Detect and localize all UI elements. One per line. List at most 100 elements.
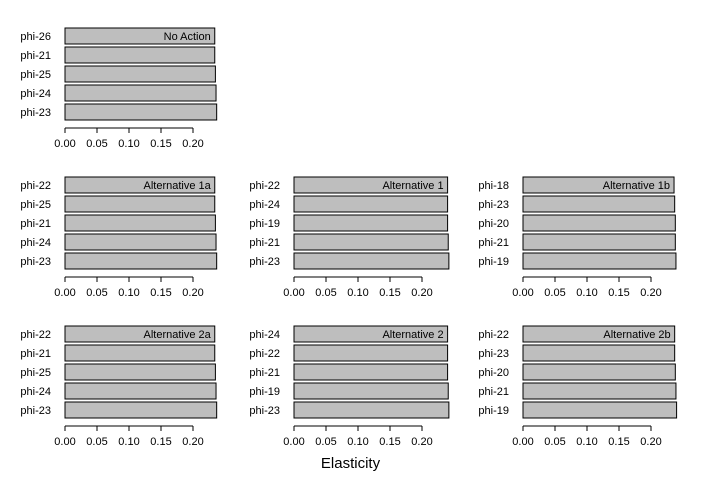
panel-7-x-tick-label: 0.00 xyxy=(512,436,533,448)
panel-2-category-label: phi-22 xyxy=(20,180,51,192)
panel-5-x-tick-label: 0.20 xyxy=(182,436,203,448)
panel-3-x-tick-label: 0.05 xyxy=(315,287,336,299)
panel-3-bar xyxy=(293,233,449,251)
panel-3-bar xyxy=(293,214,449,232)
panel-4-x-tick-label: 0.15 xyxy=(608,287,629,299)
panel-2-x-tick-label: 0.10 xyxy=(118,287,139,299)
panel-6-bar xyxy=(293,401,450,419)
panel-3-category-label: phi-21 xyxy=(249,237,280,249)
panel-7-x-tick-label: 0.20 xyxy=(640,436,661,448)
panel-7-category-label: phi-22 xyxy=(478,329,509,341)
panel-2-x-tick-label: 0.20 xyxy=(182,287,203,299)
panel-3-bar xyxy=(293,176,449,194)
panel-7-bar xyxy=(522,401,678,419)
panel-3-category-label: phi-23 xyxy=(249,256,280,268)
panel-3-category-label: phi-24 xyxy=(249,199,280,211)
panel-1-x-tick-label: 0.00 xyxy=(54,138,75,150)
panel-6-x-tick-label: 0.10 xyxy=(347,436,368,448)
panel-2-category-label: phi-25 xyxy=(20,199,51,211)
panel-4-x-tick-label: 0.00 xyxy=(512,287,533,299)
panel-6-category-label: phi-24 xyxy=(249,329,280,341)
panel-2-category-label: phi-21 xyxy=(20,218,51,230)
panel-3-x-tick-label: 0.15 xyxy=(379,287,400,299)
panel-3-x-tick-label: 0.20 xyxy=(411,287,432,299)
panel-1-bar xyxy=(64,27,216,45)
panel-2-x-tick-label: 0.00 xyxy=(54,287,75,299)
panel-7-bar xyxy=(522,382,677,400)
panel-1-x-tick-label: 0.20 xyxy=(182,138,203,150)
panel-1-x-tick-label: 0.15 xyxy=(150,138,171,150)
panel-7-x-tick-label: 0.15 xyxy=(608,436,629,448)
panel-1-title: No Action xyxy=(164,31,211,43)
panel-5-category-label: phi-21 xyxy=(20,348,51,360)
panel-6-bar xyxy=(293,325,449,343)
panel-2-x-tick-label: 0.15 xyxy=(150,287,171,299)
panel-4-bar xyxy=(522,214,676,232)
panel-1-category-label: phi-26 xyxy=(20,31,51,43)
panel-1-bar xyxy=(64,103,218,121)
panel-7-bar xyxy=(522,363,676,381)
panel-6-category-label: phi-21 xyxy=(249,367,280,379)
panel-5-category-label: phi-23 xyxy=(20,405,51,417)
panel-2-x-tick-label: 0.05 xyxy=(86,287,107,299)
panel-5-category-label: phi-22 xyxy=(20,329,51,341)
panel-6-x-tick-label: 0.05 xyxy=(315,436,336,448)
panel-4-category-label: phi-21 xyxy=(478,237,509,249)
panel-3-category-label: phi-19 xyxy=(249,218,280,230)
panel-5-category-label: phi-24 xyxy=(20,386,51,398)
panel-6-category-label: phi-19 xyxy=(249,386,280,398)
panel-4-x-tick-label: 0.10 xyxy=(576,287,597,299)
panel-4-category-label: phi-19 xyxy=(478,256,509,268)
panel-6-bar xyxy=(293,363,449,381)
panel-1-category-label: phi-21 xyxy=(20,50,51,62)
panel-1-x-tick-label: 0.10 xyxy=(118,138,139,150)
panel-1-category-label: phi-23 xyxy=(20,107,51,119)
x-axis-title: Elasticity xyxy=(320,455,381,472)
panel-7-category-label: phi-19 xyxy=(478,405,509,417)
panel-1-bar xyxy=(64,65,216,83)
panel-1-category-label: phi-25 xyxy=(20,69,51,81)
panel-4-category-label: phi-23 xyxy=(478,199,509,211)
panel-4-bar xyxy=(522,252,677,270)
panel-5-bar xyxy=(64,382,217,400)
panel-7-x-tick-label: 0.05 xyxy=(544,436,565,448)
panel-2-bar xyxy=(64,233,217,251)
panel-6-title: Alternative 2 xyxy=(382,329,443,341)
panel-2-bar xyxy=(64,214,216,232)
panel-5-x-tick-label: 0.00 xyxy=(54,436,75,448)
panel-3-bar xyxy=(293,252,450,270)
panel-1-x-tick-label: 0.05 xyxy=(86,138,107,150)
panel-7-bar xyxy=(522,344,676,362)
panel-7-category-label: phi-20 xyxy=(478,367,509,379)
panel-7-category-label: phi-23 xyxy=(478,348,509,360)
panel-4-category-label: phi-18 xyxy=(478,180,509,192)
panel-5-bar xyxy=(64,325,216,343)
panel-3-x-tick-label: 0.10 xyxy=(347,287,368,299)
panel-3-category-label: phi-22 xyxy=(249,180,280,192)
panel-2-bar xyxy=(64,195,216,213)
panel-4-category-label: phi-20 xyxy=(478,218,509,230)
panel-4-bar xyxy=(522,176,675,194)
panel-5-bar xyxy=(64,344,216,362)
panel-5-bar xyxy=(64,401,218,419)
panel-6-category-label: phi-23 xyxy=(249,405,280,417)
panel-5-x-tick-label: 0.15 xyxy=(150,436,171,448)
panel-6-x-tick-label: 0.15 xyxy=(379,436,400,448)
panel-2-bar xyxy=(64,252,218,270)
panel-3-title: Alternative 1 xyxy=(382,180,443,192)
panel-1-bar xyxy=(64,84,217,102)
panel-1-bar xyxy=(64,46,216,64)
panel-4-x-tick-label: 0.05 xyxy=(544,287,565,299)
panel-6-x-tick-label: 0.00 xyxy=(283,436,304,448)
panel-7-x-tick-label: 0.10 xyxy=(576,436,597,448)
panel-6-x-tick-label: 0.20 xyxy=(411,436,432,448)
panel-2-title: Alternative 1a xyxy=(143,180,211,192)
panel-3-bar xyxy=(293,195,449,213)
panel-4-x-tick-label: 0.20 xyxy=(640,287,661,299)
panel-5-x-tick-label: 0.10 xyxy=(118,436,139,448)
panel-3-x-tick-label: 0.00 xyxy=(283,287,304,299)
panel-4-bar xyxy=(522,195,676,213)
panel-2-category-label: phi-23 xyxy=(20,256,51,268)
panel-5-category-label: phi-25 xyxy=(20,367,51,379)
panel-6-bar xyxy=(293,382,449,400)
